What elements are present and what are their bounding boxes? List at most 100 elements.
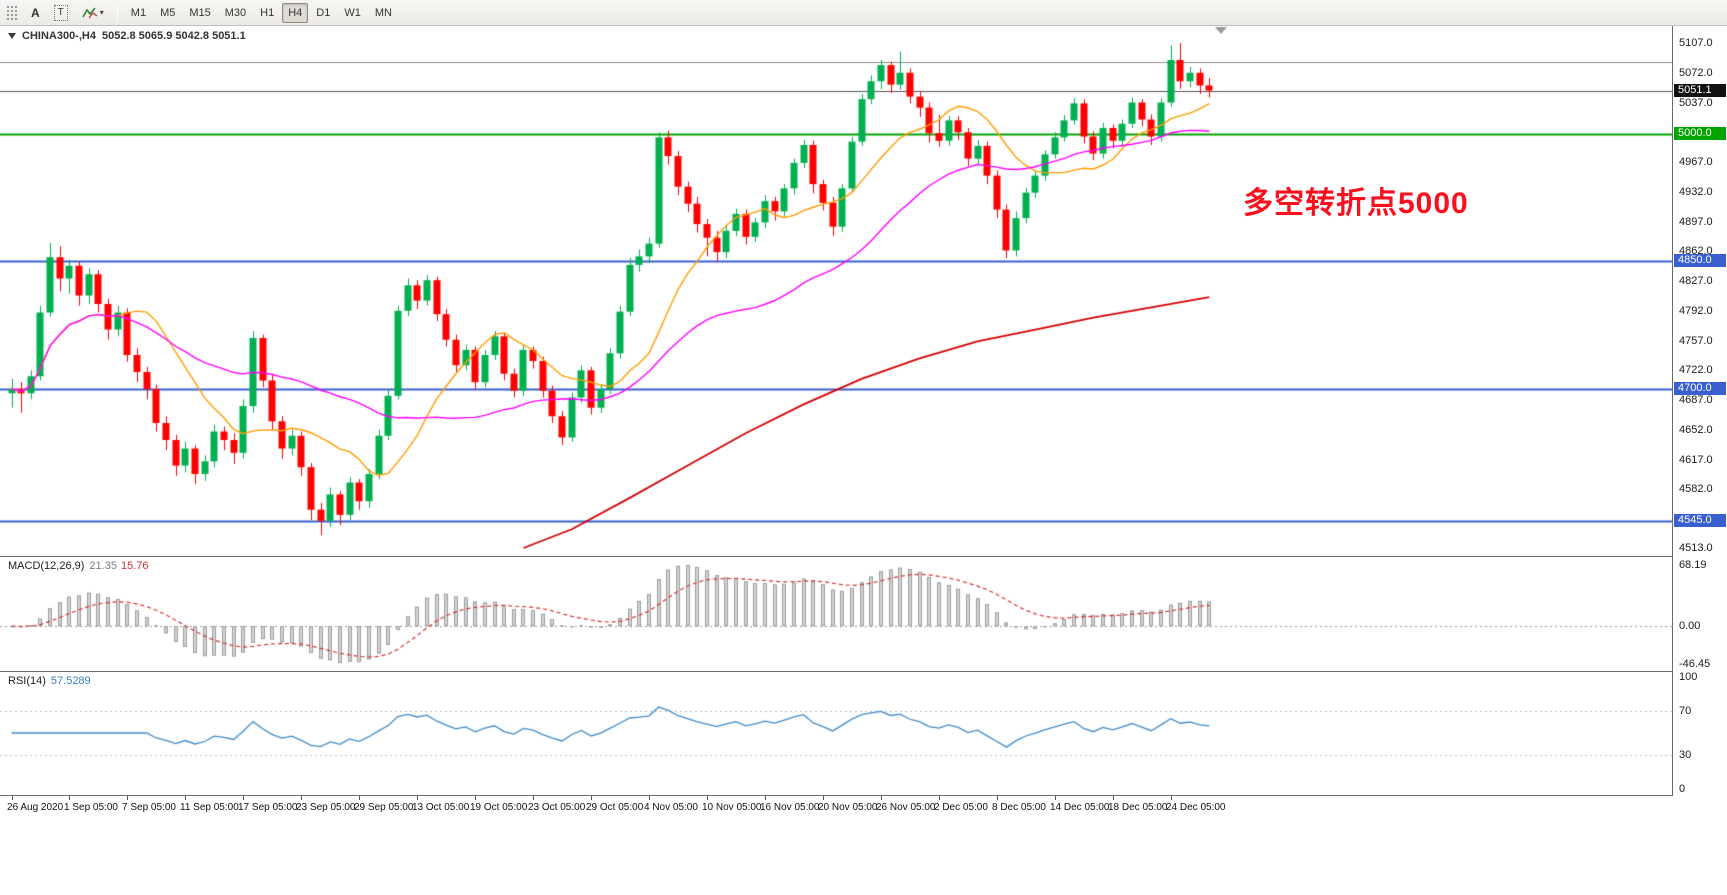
- price-tick-label: 4617.0: [1679, 453, 1713, 466]
- price-badge: 4700.0: [1674, 382, 1726, 396]
- date-tick-label: 29 Sep 05:00: [354, 802, 414, 813]
- panel-separator[interactable]: [0, 671, 1727, 672]
- macd-tick-label: 0.00: [1679, 620, 1701, 633]
- date-tick-label: 19 Oct 05:00: [470, 802, 528, 813]
- date-tick: [533, 796, 534, 800]
- date-tick: [591, 796, 592, 800]
- rsi-tick-label: 0: [1679, 783, 1686, 795]
- text-tool-button[interactable]: A: [25, 3, 46, 23]
- timeframe-button-w1[interactable]: W1: [338, 3, 367, 23]
- text-frame-tool-button[interactable]: T: [48, 3, 74, 23]
- price-tick-label: 4722.0: [1679, 364, 1713, 377]
- rsi-tick-label: 100: [1679, 671, 1698, 683]
- date-tick-label: 23 Oct 05:00: [528, 802, 586, 813]
- date-tick-label: 11 Sep 05:00: [180, 802, 239, 813]
- chart-ohlc-values: 5052.8 5065.9 5042.8 5051.1: [101, 30, 246, 42]
- date-tick: [301, 796, 302, 800]
- date-tick-label: 8 Dec 05:00: [992, 802, 1046, 813]
- price-tick-label: 4792.0: [1679, 304, 1713, 317]
- date-tick-label: 17 Sep 05:00: [238, 802, 298, 813]
- price-badge: 4850.0: [1674, 254, 1726, 268]
- timeframe-button-h1[interactable]: H1: [254, 3, 280, 23]
- date-tick-label: 1 Sep 05:00: [64, 802, 118, 813]
- date-tick: [939, 796, 940, 800]
- date-tick-label: 24 Dec 05:00: [1166, 802, 1226, 813]
- date-tick: [417, 796, 418, 800]
- date-tick-label: 13 Oct 05:00: [412, 802, 470, 813]
- macd-value-signal: 15.76: [120, 560, 149, 572]
- price-badge: 4545.0: [1674, 513, 1726, 527]
- date-tick: [12, 796, 13, 800]
- timeframe-button-m5[interactable]: M5: [154, 3, 181, 23]
- date-tick-label: 29 Oct 05:00: [586, 802, 644, 813]
- price-tick-label: 4827.0: [1679, 275, 1713, 288]
- price-axis[interactable]: 5107.0 5072.0 5037.0 4967.0 4932.0 4897.0 4862…: [1672, 26, 1727, 796]
- rsi-value: 57.5289: [50, 675, 91, 687]
- main-chart-canvas[interactable]: [0, 26, 1672, 556]
- chevron-down-icon: ▾: [99, 8, 104, 17]
- date-tick: [707, 796, 708, 800]
- date-tick: [881, 796, 882, 800]
- macd-tick-label: 68.19: [1679, 559, 1707, 571]
- panel-separator[interactable]: [0, 556, 1727, 557]
- date-tick-label: 7 Sep 05:00: [122, 802, 176, 813]
- date-tick: [185, 796, 186, 800]
- price-tick-label: 4897.0: [1679, 215, 1713, 228]
- date-tick: [127, 796, 128, 800]
- toolbar: A T ▾ M1 M5 M15 M30 H1 H4 D1 W1 MN: [0, 0, 1727, 26]
- date-tick: [1171, 796, 1172, 800]
- rsi-tick-label: 70: [1679, 704, 1692, 717]
- chart-window: CHINA300-,H4 5052.8 5065.9 5042.8 5051.1…: [0, 26, 1727, 895]
- date-tick-label: 10 Nov 05:00: [702, 802, 762, 813]
- price-badge-current: 5051.1: [1674, 83, 1726, 97]
- price-tick-label: 5072.0: [1679, 66, 1713, 79]
- date-tick: [69, 796, 70, 800]
- macd-panel-canvas[interactable]: [0, 557, 1672, 671]
- time-axis[interactable]: 26 Aug 2020 1 Sep 05:00 7 Sep 05:00 11 Sep …: [0, 796, 1672, 816]
- macd-indicator-name: MACD(12,26,9): [8, 560, 85, 572]
- timeframe-button-h4[interactable]: H4: [282, 2, 309, 23]
- date-tick: [243, 796, 244, 800]
- timeframe-button-m30[interactable]: M30: [219, 3, 252, 23]
- text-frame-icon: T: [53, 4, 68, 21]
- chart-annotation-text[interactable]: 多空转折点5000: [1243, 187, 1469, 220]
- date-tick: [997, 796, 998, 800]
- date-tick-label: 23 Sep 05:00: [296, 802, 356, 813]
- one-click-trading-icon[interactable]: [8, 33, 16, 39]
- macd-tick-label: -46.45: [1679, 658, 1711, 670]
- zigzag-indicator-icon: [82, 7, 98, 18]
- date-tick-label: 14 Dec 05:00: [1050, 802, 1110, 813]
- price-tick-label: 4513.0: [1679, 542, 1713, 554]
- price-badge: 5000.0: [1674, 126, 1726, 140]
- timeframe-button-d1[interactable]: D1: [310, 3, 336, 23]
- date-tick: [475, 796, 476, 800]
- indicators-dropdown-button[interactable]: ▾: [76, 3, 110, 23]
- date-tick: [1113, 796, 1114, 800]
- chart-symbol-period: CHINA300-,H4: [22, 30, 96, 42]
- chart-title: CHINA300-,H4 5052.8 5065.9 5042.8 5051.1: [8, 30, 246, 42]
- price-tick-label: 4862.0: [1679, 245, 1713, 258]
- price-tick-label: 4932.0: [1679, 185, 1713, 198]
- date-tick-label: 2 Dec 05:00: [934, 802, 988, 813]
- date-tick-label: 26 Nov 05:00: [876, 802, 936, 813]
- rsi-label: RSI(14) 57.5289: [8, 675, 91, 687]
- timeframe-button-mn[interactable]: MN: [369, 3, 398, 23]
- price-tick-label: 4967.0: [1679, 156, 1713, 169]
- date-tick-label: 16 Nov 05:00: [760, 802, 820, 813]
- rsi-panel-canvas[interactable]: [0, 672, 1672, 795]
- date-tick-label: 20 Nov 05:00: [818, 802, 878, 813]
- date-tick: [1055, 796, 1056, 800]
- toolbar-grip-icon[interactable]: [6, 4, 18, 21]
- price-tick-label: 4652.0: [1679, 423, 1713, 436]
- timeframe-button-m15[interactable]: M15: [183, 3, 216, 23]
- timeframe-toolbar: M1 M5 M15 M30 H1 H4 D1 W1 MN: [124, 2, 399, 23]
- rsi-indicator-name: RSI(14): [8, 675, 46, 687]
- price-tick-label: 5107.0: [1679, 37, 1713, 49]
- timeframe-button-m1[interactable]: M1: [125, 3, 152, 23]
- panel-separator[interactable]: [0, 795, 1727, 796]
- price-tick-label: 4582.0: [1679, 483, 1713, 496]
- date-tick: [649, 796, 650, 800]
- date-tick-label: 18 Dec 05:00: [1108, 802, 1168, 813]
- date-tick: [823, 796, 824, 800]
